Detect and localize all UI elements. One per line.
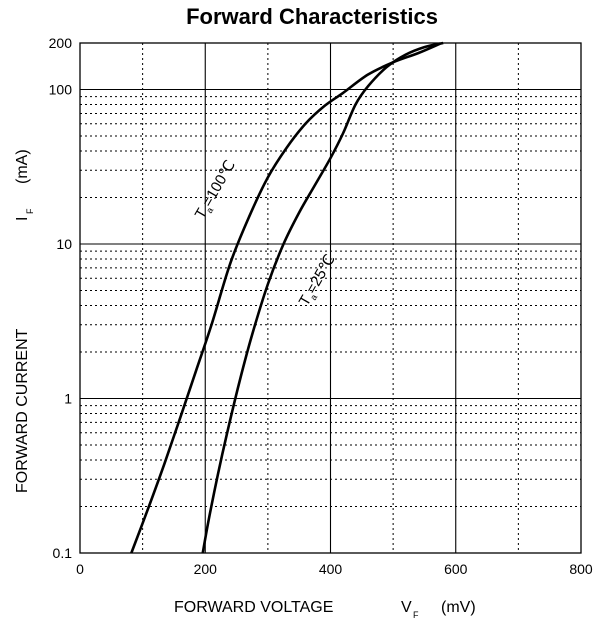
series-label-ta-25: Ta=25℃ (296, 252, 341, 310)
y-axis-label-symbol: I (14, 217, 31, 221)
x-axis-label-unit: (mV) (441, 599, 476, 616)
x-tick-label: 0 (76, 561, 84, 577)
series-label-ta-25-rest: =25℃ (303, 252, 339, 297)
series-label-ta-25-sub: a (308, 293, 319, 302)
y-tick-label: 100 (49, 82, 73, 98)
series-line-1 (201, 41, 444, 554)
series-label-ta-100-sub: a (204, 206, 215, 215)
y-tick-label: 1 (64, 391, 72, 407)
x-tick-label: 800 (569, 561, 593, 577)
y-tick-label: 200 (49, 35, 73, 51)
x-axis-label-symbol: V (401, 599, 412, 616)
svg-text:Ta=25℃: Ta=25℃ (296, 252, 341, 310)
y-axis-label-subscript: F (25, 208, 35, 214)
series-line-0 (130, 42, 441, 554)
x-tick-label: 600 (444, 561, 468, 577)
x-tick-label: 400 (319, 561, 343, 577)
tick-labels: 0 200 400 600 800 0.1 1 10 100 200 (49, 35, 593, 577)
major-grid-lines (80, 43, 581, 553)
x-axis-label: FORWARD VOLTAGE V F (mV) (174, 599, 476, 620)
svg-text:Ta=100℃: Ta=100℃ (192, 157, 241, 223)
plot-frame (79, 42, 582, 554)
series-label-ta-100: Ta=100℃ (192, 157, 241, 223)
series-curves (130, 41, 444, 554)
y-axis-label-main: FORWARD CURRENT (14, 328, 31, 493)
x-axis-label-subscript: F (413, 610, 419, 620)
y-axis-label-unit: (mA) (14, 149, 31, 184)
y-axis-label: FORWARD CURRENT I F (mA) (14, 149, 35, 493)
chart-title: Forward Characteristics (186, 4, 438, 29)
x-tick-label: 200 (194, 561, 218, 577)
y-tick-label: 10 (56, 236, 72, 252)
y-tick-label: 0.1 (53, 545, 73, 561)
x-axis-label-main: FORWARD VOLTAGE (174, 599, 333, 616)
